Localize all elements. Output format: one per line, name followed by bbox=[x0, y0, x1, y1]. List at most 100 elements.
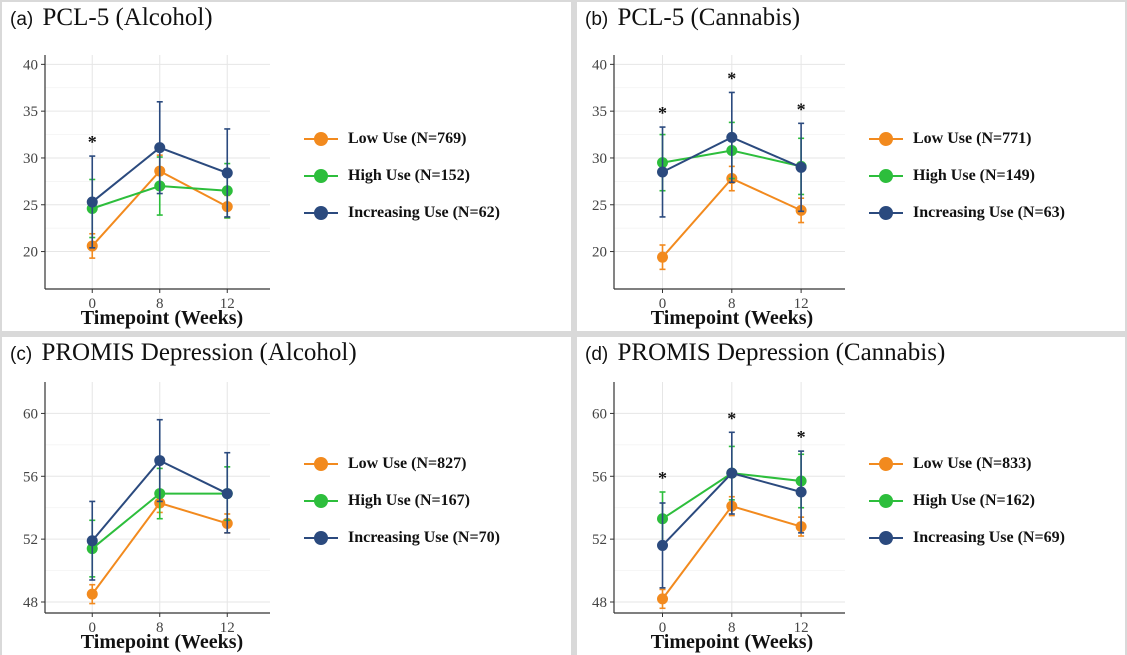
legend-key-increasing bbox=[304, 530, 338, 545]
y-tick-label: 48 bbox=[592, 595, 607, 611]
y-tick-label: 40 bbox=[23, 57, 38, 73]
legend-label-low: Low Use (N=827) bbox=[348, 454, 467, 472]
legend-label-low: Low Use (N=769) bbox=[348, 129, 467, 147]
legend-key-low bbox=[304, 131, 338, 146]
legend-key-increasing bbox=[304, 205, 338, 220]
legend-label-high: High Use (N=167) bbox=[348, 491, 470, 509]
series-increasing bbox=[657, 431, 807, 589]
legend-item-increasing: Increasing Use (N=70) bbox=[304, 519, 500, 556]
panel-title: PCL-5 (Alcohol) bbox=[42, 4, 213, 31]
significance-marker: * bbox=[727, 408, 736, 428]
y-tick-label: 56 bbox=[23, 469, 39, 485]
data-point bbox=[154, 455, 166, 467]
significance-marker: * bbox=[658, 103, 667, 123]
y-tick-label: 60 bbox=[23, 406, 38, 422]
data-point bbox=[657, 539, 669, 551]
panel-pcl5-alcohol: (a) PCL-5 (Alcohol) 20 25 30 35 40 0 8 12 * Time… bbox=[2, 2, 571, 331]
significance-marker: * bbox=[727, 68, 736, 88]
panel-heading: (b) PCL-5 (Cannabis) bbox=[585, 4, 800, 32]
data-point bbox=[221, 167, 233, 179]
series-increasing bbox=[86, 101, 233, 249]
series-increasing bbox=[86, 418, 233, 581]
x-tick-label: 8 bbox=[728, 620, 736, 636]
legend-item-increasing: Increasing Use (N=63) bbox=[869, 194, 1065, 231]
legend: Low Use (N=769) High Use (N=152) Increas… bbox=[304, 120, 500, 231]
panel-heading: (c) PROMIS Depression (Alcohol) bbox=[10, 339, 357, 367]
x-axis-label: Timepoint (Weeks) bbox=[650, 307, 814, 329]
y-tick-label: 20 bbox=[23, 245, 38, 261]
data-point bbox=[657, 251, 669, 263]
x-tick-label: 12 bbox=[794, 296, 809, 312]
legend-key-high bbox=[304, 168, 338, 183]
panel-heading: (d) PROMIS Depression (Cannabis) bbox=[585, 339, 945, 367]
y-tick-label: 30 bbox=[23, 151, 38, 167]
legend-key-increasing bbox=[869, 205, 903, 220]
data-point bbox=[657, 593, 669, 605]
data-point bbox=[726, 131, 738, 143]
panel-letter: (c) bbox=[10, 344, 33, 365]
legend-label-high: High Use (N=162) bbox=[913, 491, 1035, 509]
series-increasing bbox=[657, 91, 807, 218]
legend-label-increasing: Increasing Use (N=69) bbox=[913, 528, 1065, 546]
legend-item-high: High Use (N=149) bbox=[869, 157, 1065, 194]
y-tick-label: 35 bbox=[23, 104, 38, 120]
plot-area: 48 52 56 60 0 8 12 * * * bbox=[592, 382, 845, 636]
x-axis-label: Timepoint (Weeks) bbox=[80, 631, 244, 653]
plot-area: 20 25 30 35 40 0 8 12 * bbox=[23, 55, 270, 312]
legend-item-high: High Use (N=152) bbox=[304, 157, 500, 194]
legend-key-increasing bbox=[869, 530, 903, 545]
panel-promis-alcohol: (c) PROMIS Depression (Alcohol) 48 52 56 60… bbox=[2, 337, 571, 655]
y-tick-label: 20 bbox=[592, 245, 607, 261]
x-tick-label: 12 bbox=[220, 620, 235, 636]
data-point bbox=[795, 161, 807, 173]
x-tick-label: 8 bbox=[728, 296, 736, 312]
legend-label-low: Low Use (N=771) bbox=[913, 129, 1032, 147]
legend-item-increasing: Increasing Use (N=69) bbox=[869, 519, 1065, 556]
legend-label-high: High Use (N=152) bbox=[348, 166, 470, 184]
significance-marker: * bbox=[797, 427, 806, 447]
legend-item-increasing: Increasing Use (N=62) bbox=[304, 194, 500, 231]
panel-pcl5-cannabis: (b) PCL-5 (Cannabis) 20 25 30 35 40 0 8 12 * * * T… bbox=[577, 2, 1125, 331]
legend-label-increasing: Increasing Use (N=63) bbox=[913, 203, 1065, 221]
legend-key-low bbox=[869, 131, 903, 146]
x-tick-label: 0 bbox=[659, 296, 667, 312]
x-tick-label: 0 bbox=[89, 296, 97, 312]
panel-letter: (d) bbox=[585, 344, 609, 365]
legend-item-high: High Use (N=167) bbox=[304, 482, 500, 519]
y-tick-label: 25 bbox=[23, 198, 38, 214]
x-axis-label: Timepoint (Weeks) bbox=[80, 307, 244, 329]
data-point bbox=[86, 196, 98, 208]
y-tick-label: 48 bbox=[23, 595, 38, 611]
x-tick-label: 0 bbox=[659, 620, 667, 636]
x-axis-label: Timepoint (Weeks) bbox=[650, 631, 814, 653]
legend: Low Use (N=833) High Use (N=162) Increas… bbox=[869, 445, 1065, 556]
legend-key-high bbox=[869, 493, 903, 508]
x-tick-label: 12 bbox=[794, 620, 809, 636]
y-tick-label: 30 bbox=[592, 151, 607, 167]
legend-label-low: Low Use (N=833) bbox=[913, 454, 1032, 472]
panel-title: PCL-5 (Cannabis) bbox=[617, 4, 801, 31]
panel-letter: (b) bbox=[585, 9, 609, 30]
y-tick-label: 52 bbox=[23, 532, 38, 548]
y-tick-label: 60 bbox=[592, 406, 607, 422]
legend-item-low: Low Use (N=769) bbox=[304, 120, 500, 157]
data-point bbox=[86, 588, 98, 600]
legend-item-low: Low Use (N=833) bbox=[869, 445, 1065, 482]
panel-letter: (a) bbox=[10, 9, 34, 30]
plot-area: 48 52 56 60 0 8 12 bbox=[23, 382, 270, 636]
data-point bbox=[795, 486, 807, 498]
grid bbox=[614, 55, 845, 289]
y-tick-label: 25 bbox=[592, 198, 607, 214]
data-point bbox=[657, 166, 669, 178]
data-point bbox=[154, 142, 166, 154]
plot-area: 20 25 30 35 40 0 8 12 * * * bbox=[592, 55, 845, 312]
y-tick-label: 56 bbox=[592, 469, 608, 485]
legend-key-low bbox=[869, 456, 903, 471]
panel-title: PROMIS Depression (Alcohol) bbox=[41, 339, 357, 366]
data-point bbox=[221, 488, 233, 500]
x-tick-label: 0 bbox=[89, 620, 97, 636]
significance-marker: * bbox=[797, 99, 806, 119]
x-tick-label: 8 bbox=[156, 620, 164, 636]
legend-label-increasing: Increasing Use (N=62) bbox=[348, 203, 500, 221]
